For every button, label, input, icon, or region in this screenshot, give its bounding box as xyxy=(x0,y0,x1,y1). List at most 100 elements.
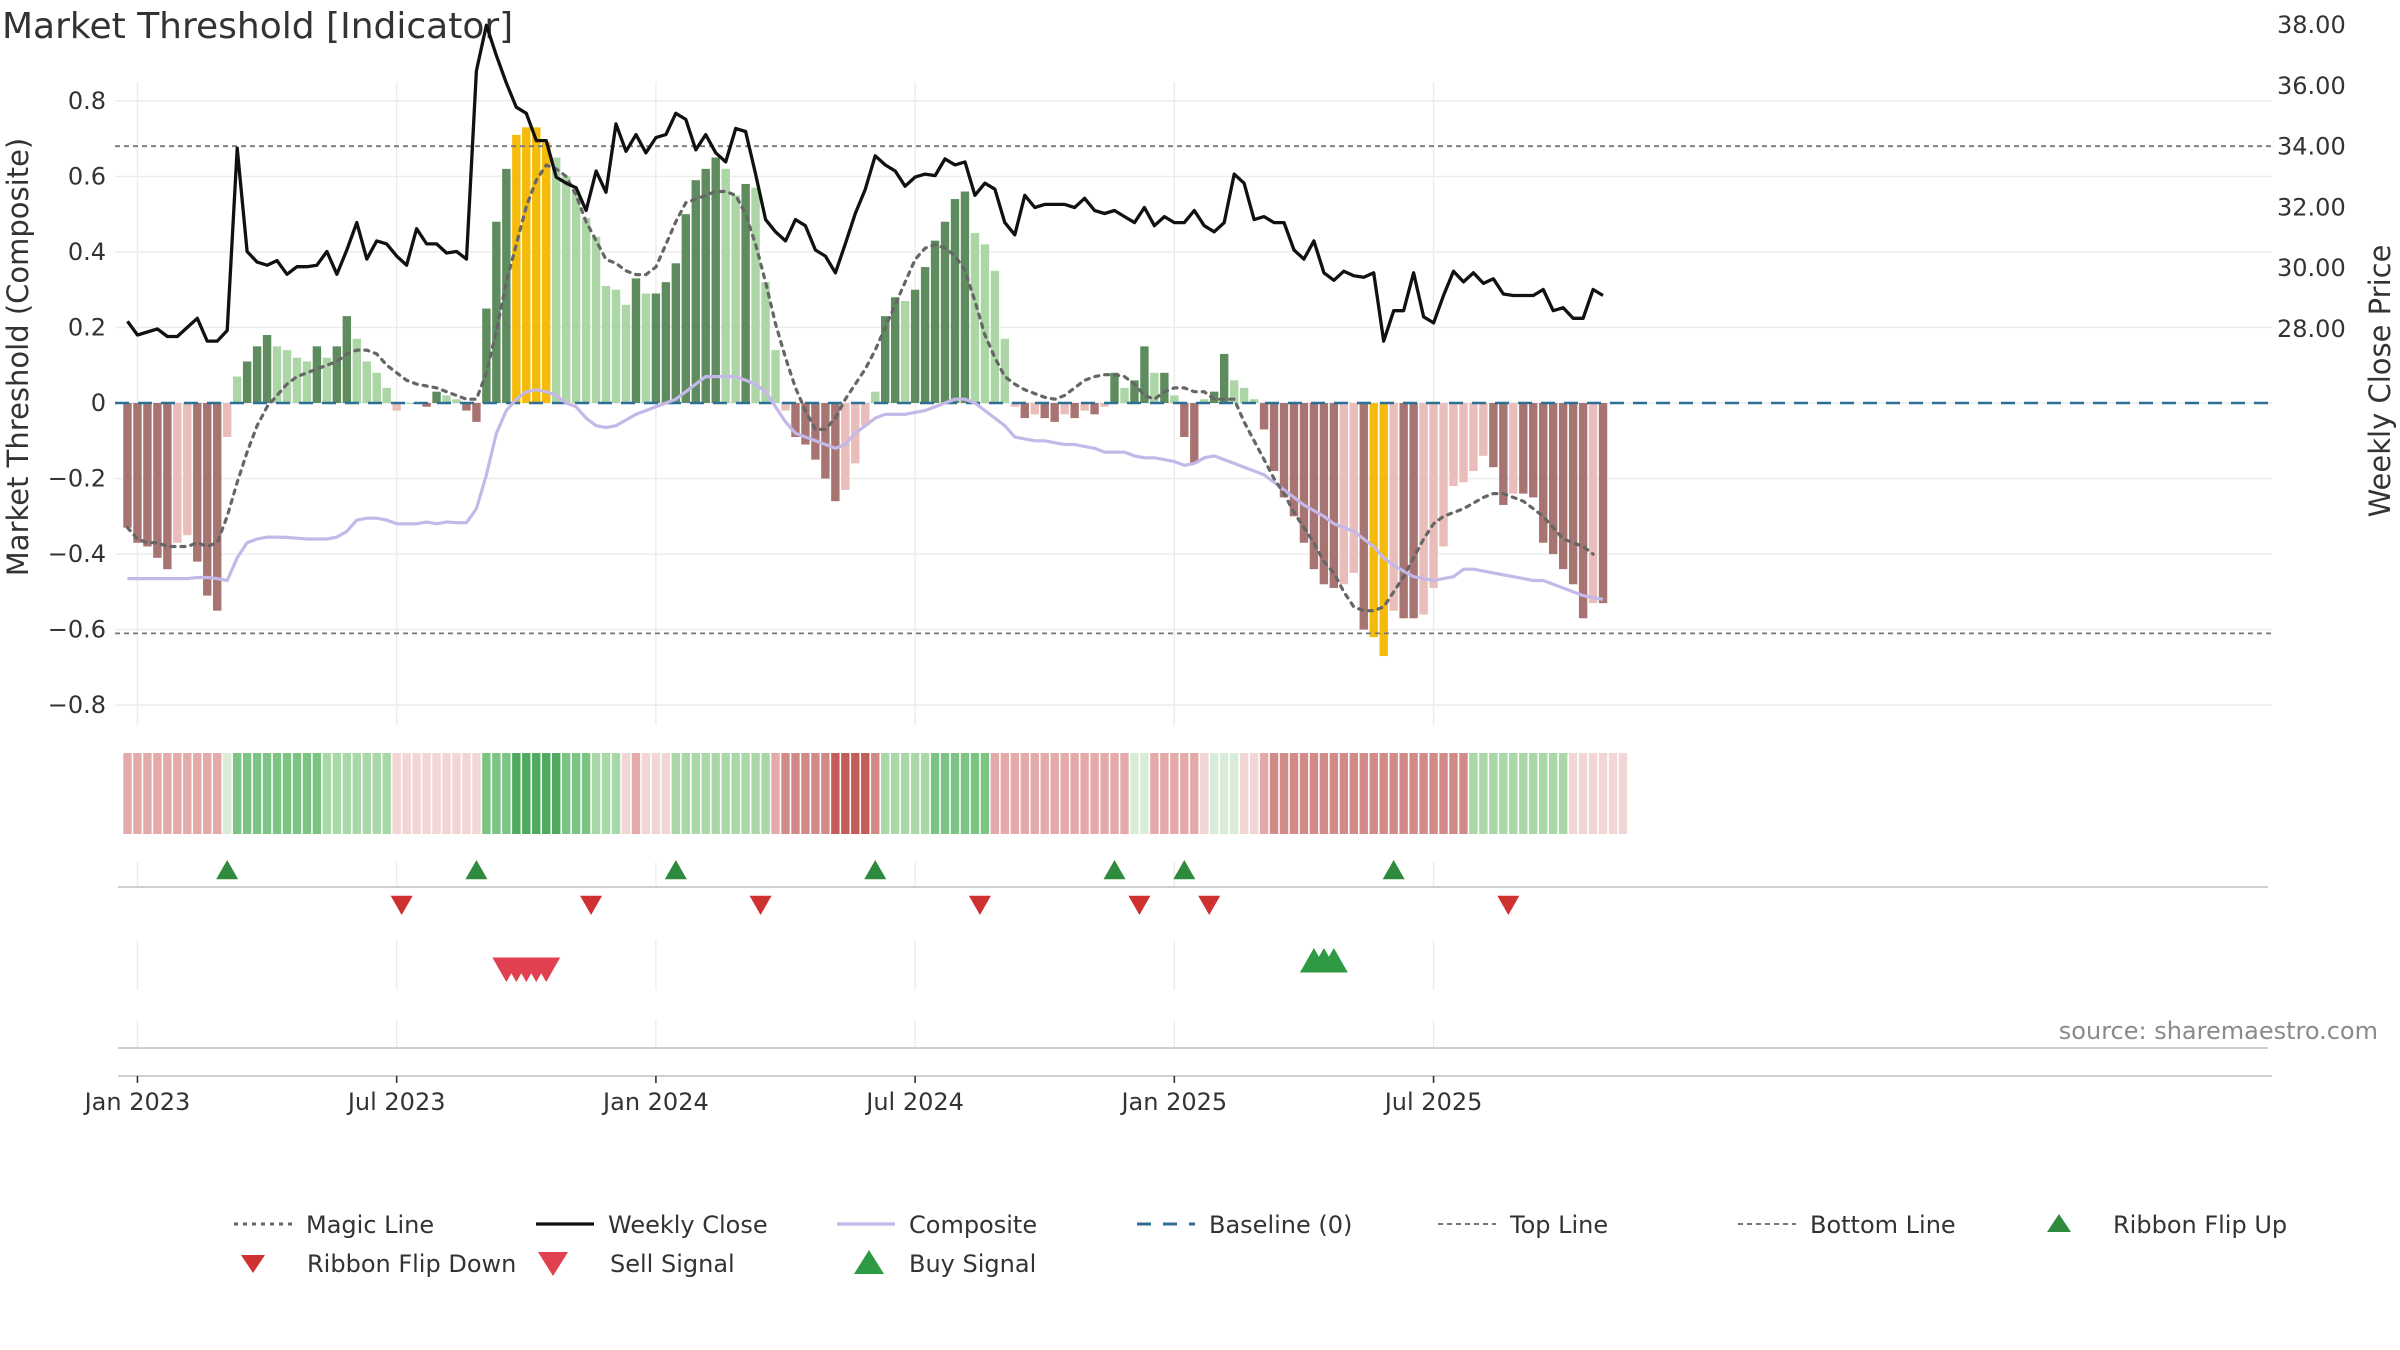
ribbon-cell xyxy=(1170,753,1179,834)
ribbon-cell xyxy=(920,753,930,834)
ribbon-cell xyxy=(1509,753,1518,834)
legend-swatch xyxy=(2047,1214,2071,1232)
ribbon-cell xyxy=(272,753,282,834)
composite-bar xyxy=(611,289,621,403)
ribbon-cell xyxy=(791,753,800,834)
ribbon-cell xyxy=(1200,753,1209,834)
ribbon-cell xyxy=(691,753,700,834)
composite-bar xyxy=(282,350,292,403)
composite-bar xyxy=(1200,399,1209,403)
ribbon-cell xyxy=(1608,753,1618,834)
composite-bar xyxy=(1040,403,1049,419)
composite-bar xyxy=(512,134,521,403)
composite-bar xyxy=(1519,403,1528,494)
ribbon-cell xyxy=(302,753,312,834)
ribbon-cell xyxy=(203,753,212,834)
ribbon-cell xyxy=(292,753,302,834)
composite-bar xyxy=(821,403,830,479)
ribbon-cell xyxy=(611,753,621,834)
left-axis-ticks: 0.8 0.6 0.4 0.2 0 −0.2 −0.4 −0.6 −0.8 xyxy=(48,87,106,719)
composite-bar xyxy=(1279,403,1289,498)
ribbon-flip-down-marker xyxy=(390,895,413,915)
composite-bar xyxy=(1160,372,1169,403)
legend-label: Ribbon Flip Up xyxy=(2113,1211,2287,1239)
composite-bar xyxy=(1239,387,1249,403)
ribbon-cell xyxy=(143,753,152,834)
ribbon-cell xyxy=(741,753,750,834)
composite-bar xyxy=(960,191,970,403)
composite-bar xyxy=(1140,346,1149,403)
sell-signal-marker xyxy=(532,957,561,982)
ribbon-cell xyxy=(1080,753,1089,834)
ribbon-cell xyxy=(721,753,730,834)
composite-bar xyxy=(1499,403,1508,505)
legend-label: Top Line xyxy=(1509,1211,1608,1239)
ribbon-cell xyxy=(1539,753,1548,834)
composite-bar xyxy=(272,346,282,403)
composite-bar xyxy=(1568,403,1578,585)
composite-bar xyxy=(920,267,930,403)
ribbon-cell xyxy=(1429,753,1438,834)
ribbon-cell xyxy=(651,753,661,834)
ribbon-cell xyxy=(601,753,611,834)
ribbon-cell xyxy=(1299,753,1309,834)
composite-bar xyxy=(382,387,391,403)
composite-bar xyxy=(741,183,750,403)
composite-bar xyxy=(292,357,302,403)
ribbon-cell xyxy=(332,753,342,834)
ribbon-cell xyxy=(432,753,441,834)
ribbon-flip-down-marker xyxy=(749,895,772,915)
composite-bar xyxy=(222,403,232,437)
ribbon-cell xyxy=(352,753,361,834)
y-tick-label: 0.8 xyxy=(68,87,106,115)
ribbon-cell xyxy=(1439,753,1448,834)
ribbon-cell xyxy=(1229,753,1239,834)
composite-bar xyxy=(133,403,142,543)
ribbon-cell xyxy=(442,753,451,834)
composite-bar xyxy=(1578,403,1588,619)
composite-bar xyxy=(990,270,1000,403)
ribbon-cell xyxy=(1379,753,1388,834)
ribbon-cell xyxy=(1349,753,1358,834)
composite-bar xyxy=(1289,403,1299,517)
legend-swatch xyxy=(241,1255,265,1273)
composite-bar xyxy=(890,297,900,403)
ribbon-cell xyxy=(522,753,531,834)
ribbon-cell xyxy=(492,753,501,834)
composite-bar xyxy=(153,403,162,558)
legend-label: Sell Signal xyxy=(610,1250,735,1278)
ribbon-flip-up-marker xyxy=(216,860,239,880)
composite-bar xyxy=(302,361,312,403)
composite-bar xyxy=(1080,403,1089,411)
ribbon-cell xyxy=(671,753,681,834)
composite-bar xyxy=(900,301,910,403)
composite-bar xyxy=(581,217,591,403)
composite-bar xyxy=(1100,403,1109,407)
series-lines xyxy=(125,23,1604,613)
composite-bar xyxy=(651,293,661,403)
composite-bar xyxy=(881,316,890,403)
composite-bar xyxy=(621,304,631,403)
composite-bar xyxy=(601,285,611,403)
ribbon-cell xyxy=(1588,753,1598,834)
ribbon-cell xyxy=(1180,753,1189,834)
ribbon-cell xyxy=(183,753,192,834)
ribbon-cell xyxy=(910,753,920,834)
ribbon-cell xyxy=(641,753,651,834)
composite-bar xyxy=(1369,403,1378,638)
y-tick-label: −0.6 xyxy=(48,616,106,644)
ribbon-cell xyxy=(811,753,820,834)
ribbon-cell xyxy=(1239,753,1249,834)
ribbon-cell xyxy=(631,753,641,834)
ribbon-cell xyxy=(1339,753,1349,834)
ribbon-cell xyxy=(1110,753,1119,834)
composite-bar xyxy=(1070,403,1079,419)
composite-bar xyxy=(312,346,322,403)
composite-bar xyxy=(1060,403,1069,415)
composite-bar xyxy=(1588,403,1598,604)
ribbon-cell xyxy=(1040,753,1049,834)
ribbon-cell xyxy=(751,753,760,834)
composite-bar xyxy=(252,346,262,403)
ribbon-cell xyxy=(1050,753,1059,834)
ribbon-cell xyxy=(372,753,381,834)
